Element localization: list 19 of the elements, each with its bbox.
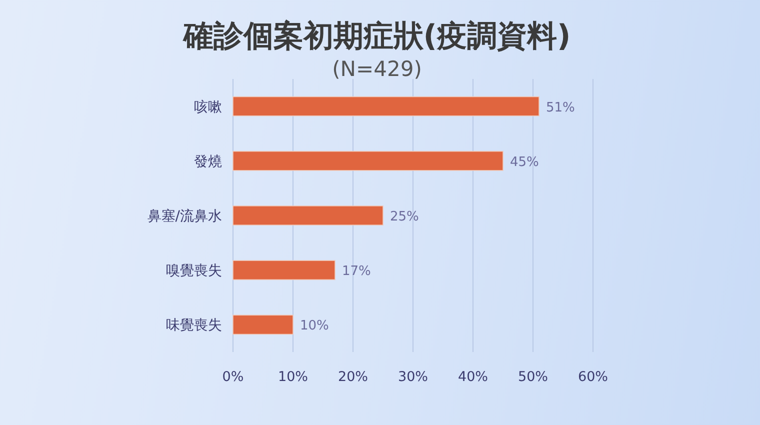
tick-label: 0% [222,369,244,385]
category-label: 發燒 [194,154,222,170]
data-label: 17% [342,264,371,280]
title: 確診個案初期症狀(疫調資料) [183,19,571,54]
data-label: 45% [510,154,539,170]
tick-label: 10% [278,369,308,385]
category-label: 嗅覺喪失 [166,263,222,280]
tick-label: 40% [458,369,488,385]
tick-label: 20% [338,369,368,385]
data-label: 10% [300,318,329,334]
data-label: 25% [390,210,419,224]
tick-label: 60% [578,369,608,385]
category-label: 味覺喪失 [166,318,222,334]
data-label: 51% [546,100,575,116]
tick-label: 30% [398,369,428,385]
subtitle: (N=429) [332,57,422,81]
category-label: 鼻塞/流鼻水 [147,208,222,224]
category-label: 咳嗽 [194,99,222,116]
tick-label: 50% [518,369,548,385]
